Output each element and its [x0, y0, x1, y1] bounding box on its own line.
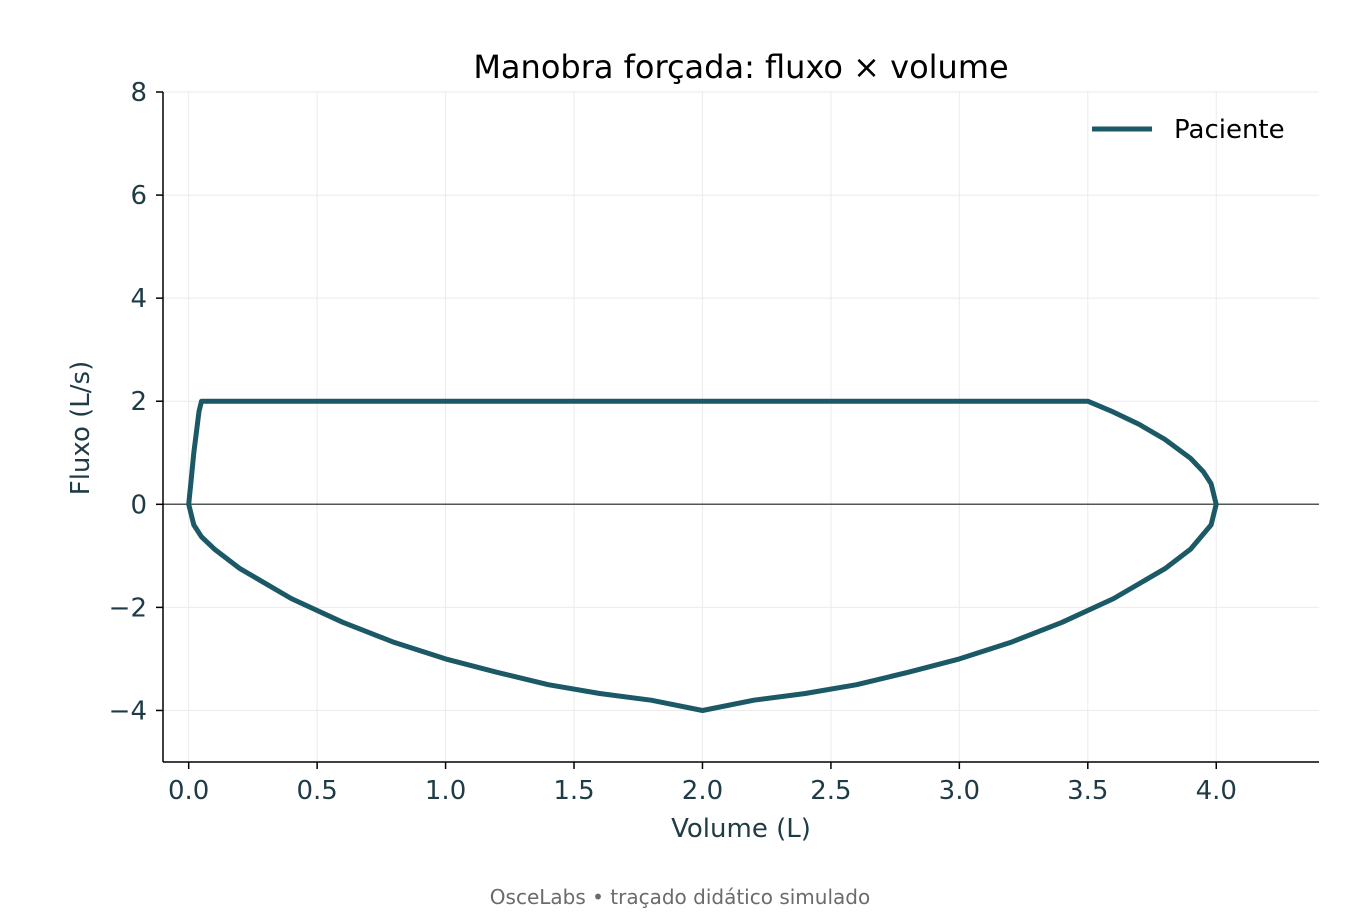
y-tick-label: 0 — [130, 490, 147, 520]
x-tick-label: 3.5 — [1067, 776, 1108, 806]
x-tick-label: 3.0 — [939, 776, 980, 806]
y-tick-label: −2 — [109, 593, 147, 623]
y-tick-label: −4 — [109, 696, 147, 726]
x-tick-label: 0.5 — [296, 776, 337, 806]
y-tick-label: 4 — [130, 284, 147, 314]
x-axis-label: Volume (L) — [671, 814, 811, 844]
y-axis-label: Fluxo (L/s) — [66, 361, 96, 496]
axes — [162, 92, 1319, 763]
y-tick-label: 2 — [130, 387, 147, 417]
y-ticks: −4 −2 0 2 4 6 8 — [109, 78, 163, 726]
chart-title: Manobra forçada: fluxo × volume — [473, 48, 1008, 86]
legend: Paciente — [1092, 115, 1285, 145]
x-tick-label: 4.0 — [1196, 776, 1237, 806]
legend-label-paciente: Paciente — [1174, 115, 1285, 145]
x-tick-label: 0.0 — [168, 776, 209, 806]
x-tick-label: 1.5 — [553, 776, 594, 806]
x-tick-label: 2.5 — [810, 776, 851, 806]
x-tick-label: 2.0 — [682, 776, 723, 806]
y-tick-label: 8 — [130, 78, 147, 108]
x-ticks: 0.0 0.5 1.0 1.5 2.0 2.5 3.0 3.5 4.0 — [168, 762, 1237, 806]
footer-caption: OsceLabs • traçado didático simulado — [490, 885, 870, 909]
series-line-paciente — [186, 398, 1219, 713]
y-tick-label: 6 — [130, 181, 147, 211]
x-tick-label: 1.0 — [425, 776, 466, 806]
series-layer — [186, 398, 1219, 713]
